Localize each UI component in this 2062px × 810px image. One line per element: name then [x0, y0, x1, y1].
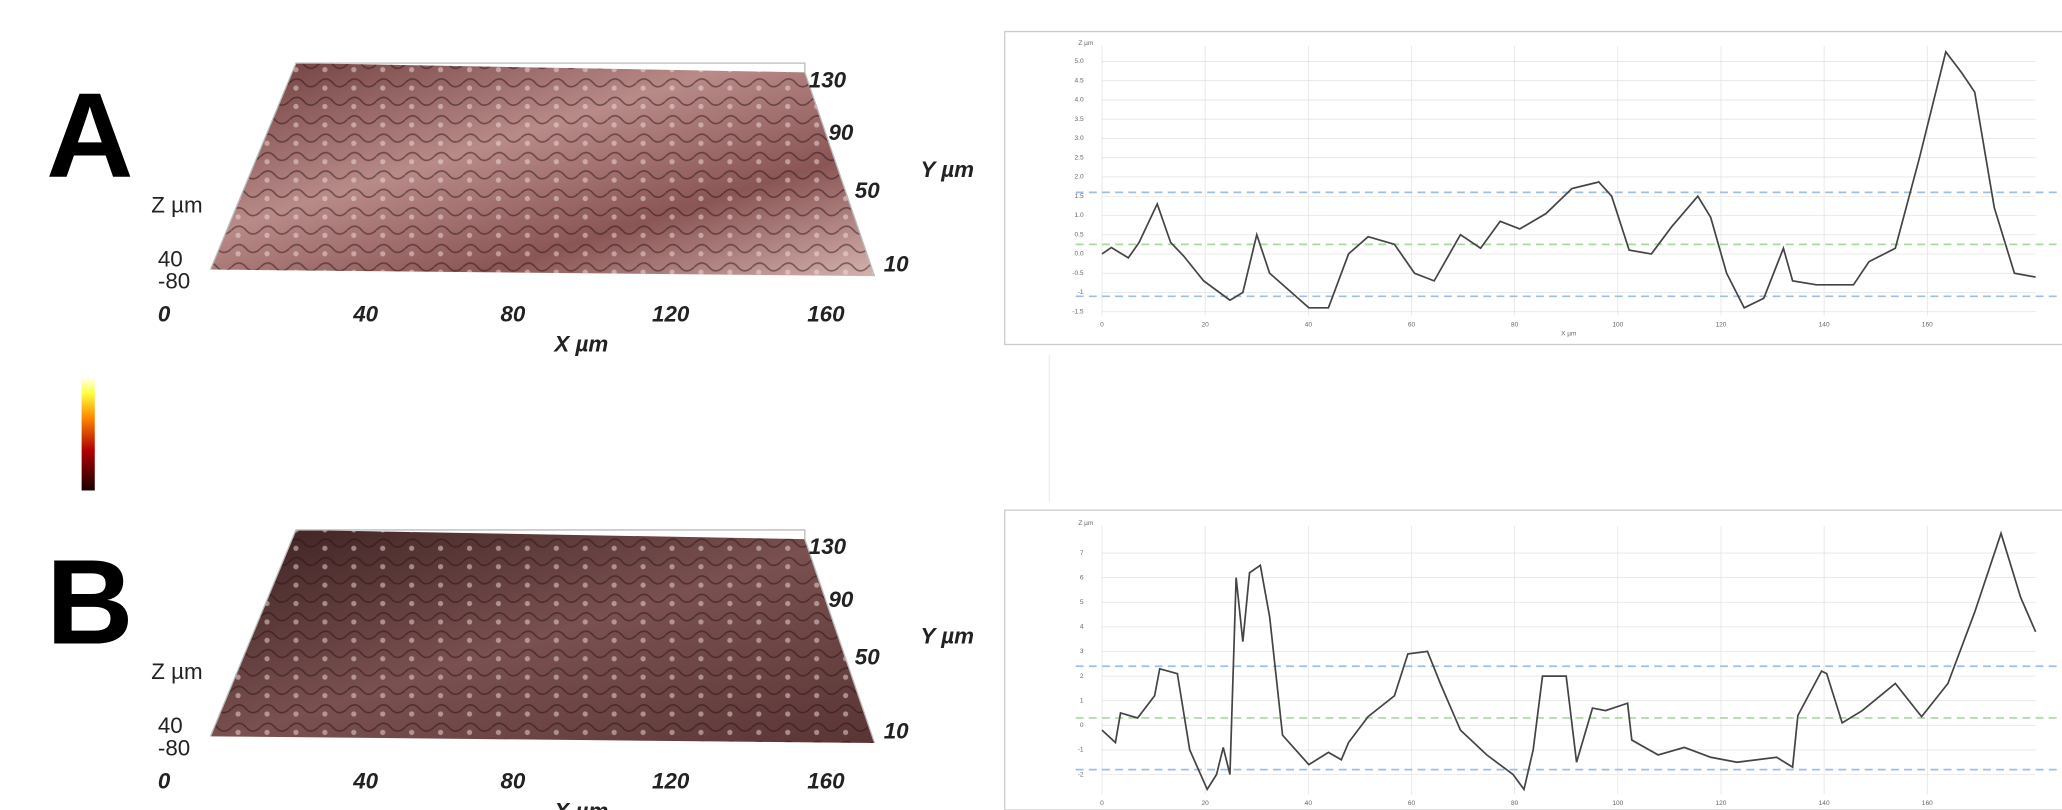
x-tick-label: 40	[1305, 800, 1313, 807]
y-tick-label: 90	[829, 120, 854, 145]
x-tick-label: 80	[1511, 800, 1519, 807]
x-tick-label: 60	[1408, 800, 1416, 807]
x-tick-label: 160	[807, 768, 845, 793]
y-tick-label: 4.5	[1074, 77, 1083, 84]
y-tick-label: 3.5	[1074, 116, 1083, 123]
axis-label: Y µm	[921, 157, 974, 182]
x-tick-label: 120	[652, 301, 690, 326]
x-tick-label: 40	[1305, 322, 1313, 329]
x-tick-label: 160	[1922, 322, 1933, 329]
axis-label: Z µm	[151, 192, 202, 217]
x-tick-label: 120	[1715, 800, 1726, 807]
surface-frame	[209, 62, 876, 277]
y-tick-label: -1	[1078, 747, 1084, 754]
z-tick-label: 40	[158, 246, 183, 271]
y-tick-label: 0.5	[1074, 231, 1083, 238]
y-tick-label: 130	[809, 67, 847, 92]
y-tick-label: 7	[1080, 550, 1084, 557]
profile-line	[1101, 49, 2036, 309]
x-tick-label: 40	[352, 301, 378, 326]
y-tick-label: 5	[1080, 599, 1084, 606]
axis-label: X µm	[552, 332, 608, 357]
x-tick-label: 80	[500, 301, 525, 326]
surface-frame	[209, 529, 876, 744]
y-tick-label: 1.0	[1074, 212, 1083, 219]
x-tick-label: 140	[1819, 800, 1830, 807]
x-axis-label: X µm	[1561, 331, 1577, 338]
surface-texture	[210, 529, 875, 743]
x-tick-label: 80	[1511, 322, 1519, 329]
y-tick-label: 3	[1080, 648, 1084, 655]
x-tick-label: 120	[652, 768, 690, 793]
y-tick-label: 0.0	[1074, 251, 1083, 258]
y-tick-label: 0	[1080, 722, 1084, 729]
y-tick-label: -1	[1078, 289, 1084, 296]
y-tick-label: 50	[855, 178, 880, 203]
x-tick-label: 100	[1612, 800, 1623, 807]
panel-label: A	[46, 67, 133, 203]
x-tick-label: 20	[1202, 800, 1210, 807]
surface-texture	[210, 63, 875, 277]
x-tick-label: 140	[1819, 322, 1830, 329]
y-tick-label: 50	[855, 645, 880, 670]
x-tick-label: 160	[807, 301, 845, 326]
x-tick-label: 40	[352, 768, 378, 793]
profile-line	[1101, 530, 2037, 792]
x-tick-label: 100	[1612, 322, 1623, 329]
x-tick-label: 120	[1715, 322, 1726, 329]
y-tick-label: 1.5	[1074, 193, 1083, 200]
chart-frame	[1004, 30, 2062, 346]
y-tick-label: -2	[1078, 771, 1084, 778]
y-tick-label: 2.0	[1074, 174, 1083, 181]
y-tick-label: -1.5	[1072, 308, 1084, 315]
z-tick-label: 40	[158, 713, 183, 738]
y-tick-label: 5.0	[1074, 58, 1083, 65]
colorbar	[81, 376, 95, 491]
x-tick-label: 0	[1100, 322, 1104, 329]
y-tick-label: 3.0	[1074, 135, 1083, 142]
x-tick-label: 0	[1100, 800, 1104, 807]
y-tick-label: 2	[1080, 673, 1084, 680]
y-tick-label: 6	[1080, 574, 1084, 581]
y-tick-label: 4.0	[1074, 97, 1083, 104]
y-tick-label: 4	[1080, 624, 1084, 631]
x-tick-label: 80	[500, 768, 525, 793]
y-tick-label: 10	[884, 252, 909, 277]
chart-frame	[1004, 509, 2062, 810]
y-tick-label: 2.5	[1074, 154, 1083, 161]
axis-label: X µm	[552, 799, 608, 810]
y-axis-label: Z µm	[1078, 40, 1094, 47]
axis-label: Y µm	[921, 624, 974, 649]
x-tick-label: 0	[158, 768, 171, 793]
panel-label: B	[46, 533, 133, 669]
x-tick-label: 0	[158, 301, 171, 326]
y-axis-label: Z µm	[1078, 520, 1094, 527]
x-tick-label: 20	[1202, 322, 1210, 329]
y-tick-label: 10	[884, 718, 909, 743]
y-tick-label: 1	[1080, 697, 1084, 704]
x-tick-label: 160	[1922, 800, 1933, 807]
y-tick-label: 130	[809, 534, 847, 559]
y-tick-label: -0.5	[1072, 270, 1084, 277]
z-tick-label: -80	[158, 735, 190, 760]
axis-label: Z µm	[151, 659, 202, 684]
y-tick-label: 90	[829, 587, 854, 612]
x-tick-label: 60	[1408, 322, 1416, 329]
z-tick-label: -80	[158, 269, 190, 294]
